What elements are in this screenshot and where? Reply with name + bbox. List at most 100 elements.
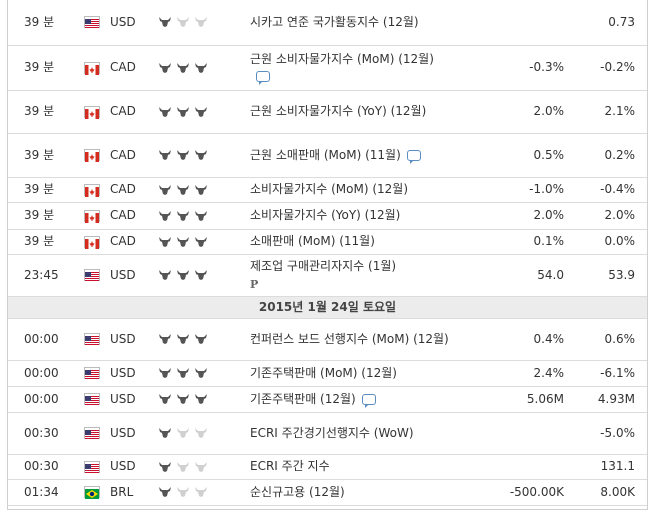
canada-flag-icon bbox=[84, 209, 100, 223]
event-name-link[interactable]: 근원 소비자물가지수 (MoM) (12월) bbox=[250, 51, 434, 66]
comment-icon[interactable] bbox=[406, 149, 421, 164]
event-time: 39 분 bbox=[8, 133, 84, 178]
previous-value: 0.2% bbox=[570, 133, 647, 178]
canada-flag-icon bbox=[84, 61, 100, 75]
us-flag-icon bbox=[84, 16, 100, 30]
previous-value: 2.0% bbox=[570, 202, 647, 230]
event-name-link[interactable]: 근원 소매판매 (MoM) (11월) bbox=[250, 147, 401, 162]
currency-code: BRL bbox=[110, 479, 158, 506]
table-row[interactable]: 01:34 BRL 순신규고용 (12월) -500.00K 8.00K bbox=[8, 479, 647, 506]
table-row[interactable]: 39 분 CAD 소비자물가지수 (YoY) (12월) 2.0% 2.0% bbox=[8, 202, 647, 230]
currency-code: CAD bbox=[110, 202, 158, 230]
importance-bull-icons bbox=[158, 459, 212, 473]
table-row[interactable]: 00:00 USD 기존주택판매 (12월) 5.06M 4.93M bbox=[8, 386, 647, 413]
us-flag-icon bbox=[84, 269, 100, 282]
actual-value bbox=[454, 412, 479, 455]
importance-bull-icons bbox=[158, 60, 212, 74]
previous-value: 0.73 bbox=[570, 0, 647, 46]
comment-icon[interactable] bbox=[361, 393, 376, 408]
table-row[interactable]: 39 분 CAD 근원 소매판매 (MoM) (11월) 0.5% 0.2% bbox=[8, 133, 647, 178]
us-flag-icon bbox=[84, 427, 100, 440]
actual-value bbox=[454, 360, 479, 387]
table-row[interactable]: 00:30 USD ECRI 주간 지수 131.1 bbox=[8, 454, 647, 480]
actual-value bbox=[454, 386, 479, 413]
event-time: 00:30 bbox=[8, 412, 84, 455]
importance-bull-icons bbox=[158, 485, 212, 499]
forecast-value: -1.0% bbox=[479, 177, 570, 203]
actual-value bbox=[454, 90, 479, 134]
event-time: 39 분 bbox=[8, 202, 84, 230]
forecast-value: 2.4% bbox=[479, 360, 570, 387]
previous-value: -0.4% bbox=[570, 177, 647, 203]
currency-code: CAD bbox=[110, 90, 158, 134]
actual-value bbox=[454, 254, 479, 297]
currency-code: USD bbox=[110, 254, 158, 297]
event-name-link[interactable]: 소매판매 (MoM) (11월) bbox=[250, 234, 375, 248]
importance-bull-icons bbox=[158, 182, 212, 196]
table-row[interactable]: 39 분 CAD 근원 소비자물가지수 (YoY) (12월) 2.0% 2.1% bbox=[8, 90, 647, 134]
forecast-value: 0.1% bbox=[479, 229, 570, 255]
currency-code: CAD bbox=[110, 133, 158, 178]
event-time: 39 분 bbox=[8, 0, 84, 46]
table-row[interactable]: 00:00 USD 컨퍼런스 보드 선행지수 (MoM) (12월) 0.4% 0.6% bbox=[8, 318, 647, 361]
event-name-link[interactable]: 소비자물가지수 (MoM) (12월) bbox=[250, 182, 408, 196]
event-name-link[interactable]: 제조업 구매관리자지수 (1월) bbox=[250, 258, 397, 273]
date-header-row: 2015년 1월 24일 토요일 bbox=[8, 295, 647, 319]
event-name-link[interactable]: 시카고 연준 국가활동지수 (12월) bbox=[250, 14, 419, 29]
table-row[interactable]: 00:00 USD 기존주택판매 (MoM) (12월) 2.4% -6.1% bbox=[8, 360, 647, 387]
canada-flag-icon bbox=[84, 183, 100, 197]
event-time: 23:45 bbox=[8, 254, 84, 297]
event-name-link[interactable]: 근원 소비자물가지수 (YoY) (12월) bbox=[250, 104, 427, 118]
importance-bull-icons bbox=[158, 426, 212, 440]
importance-bull-icons bbox=[158, 392, 212, 406]
forecast-value bbox=[479, 0, 570, 46]
table-row[interactable]: 39 분 CAD 소매판매 (MoM) (11월) 0.1% 0.0% bbox=[8, 229, 647, 255]
event-name-link[interactable]: 컨퍼런스 보드 선행지수 (MoM) (12월) bbox=[250, 331, 449, 346]
event-name-link[interactable]: 기존주택판매 (12월) bbox=[250, 391, 356, 406]
currency-code: USD bbox=[110, 0, 158, 46]
table-row[interactable]: 39 분 CAD 소비자물가지수 (MoM) (12월) -1.0% -0.4% bbox=[8, 177, 647, 203]
us-flag-icon bbox=[84, 367, 100, 380]
forecast-value bbox=[479, 454, 570, 480]
event-name-link[interactable]: 소비자물가지수 (YoY) (12월) bbox=[250, 208, 401, 222]
forecast-value: -500.00K bbox=[479, 479, 570, 506]
comment-icon[interactable] bbox=[256, 70, 270, 85]
canada-flag-icon bbox=[84, 149, 100, 162]
table-row[interactable]: 23:45 USD 제조업 구매관리자지수 (1월) P 54.0 53.9 bbox=[8, 254, 647, 297]
forecast-value: -0.3% bbox=[479, 45, 570, 91]
preliminary-mark: P bbox=[250, 277, 259, 291]
brazil-flag-icon bbox=[84, 486, 100, 499]
event-time: 39 분 bbox=[8, 90, 84, 134]
event-name-link[interactable]: 순신규고용 (12월) bbox=[250, 484, 345, 499]
event-name-link[interactable]: ECRI 주간 지수 bbox=[250, 459, 330, 473]
importance-bull-icons bbox=[158, 332, 212, 346]
previous-value: -6.1% bbox=[570, 360, 647, 387]
forecast-value: 0.4% bbox=[479, 318, 570, 361]
event-time: 00:00 bbox=[8, 318, 84, 361]
currency-code: USD bbox=[110, 454, 158, 480]
event-time: 00:30 bbox=[8, 454, 84, 480]
currency-code: USD bbox=[110, 360, 158, 387]
table-row[interactable]: 00:30 USD ECRI 주간경기선행지수 (WoW) -5.0% bbox=[8, 412, 647, 455]
event-time: 00:00 bbox=[8, 386, 84, 413]
us-flag-icon bbox=[84, 333, 100, 346]
event-time: 39 분 bbox=[8, 229, 84, 255]
actual-value bbox=[454, 229, 479, 255]
forecast-value: 0.5% bbox=[479, 133, 570, 178]
actual-value bbox=[454, 177, 479, 203]
event-name-link[interactable]: 기존주택판매 (MoM) (12월) bbox=[250, 365, 397, 380]
actual-value bbox=[454, 0, 479, 46]
table-row[interactable]: 39 분 CAD 근원 소비자물가지수 (MoM) (12월) -0.3% -0.2% bbox=[8, 45, 647, 91]
importance-bull-icons bbox=[158, 268, 212, 282]
currency-code: CAD bbox=[110, 177, 158, 203]
actual-value bbox=[454, 133, 479, 178]
forecast-value: 54.0 bbox=[479, 254, 570, 297]
actual-value bbox=[454, 318, 479, 361]
event-time: 39 분 bbox=[8, 45, 84, 91]
table-row[interactable]: 39 분 USD 시카고 연준 국가활동지수 (12월) 0.73 bbox=[8, 0, 647, 46]
event-time: 39 분 bbox=[8, 177, 84, 203]
previous-value: 53.9 bbox=[570, 254, 647, 297]
actual-value bbox=[454, 479, 479, 506]
event-name-link[interactable]: ECRI 주간경기선행지수 (WoW) bbox=[250, 425, 414, 440]
forecast-value: 2.0% bbox=[479, 202, 570, 230]
